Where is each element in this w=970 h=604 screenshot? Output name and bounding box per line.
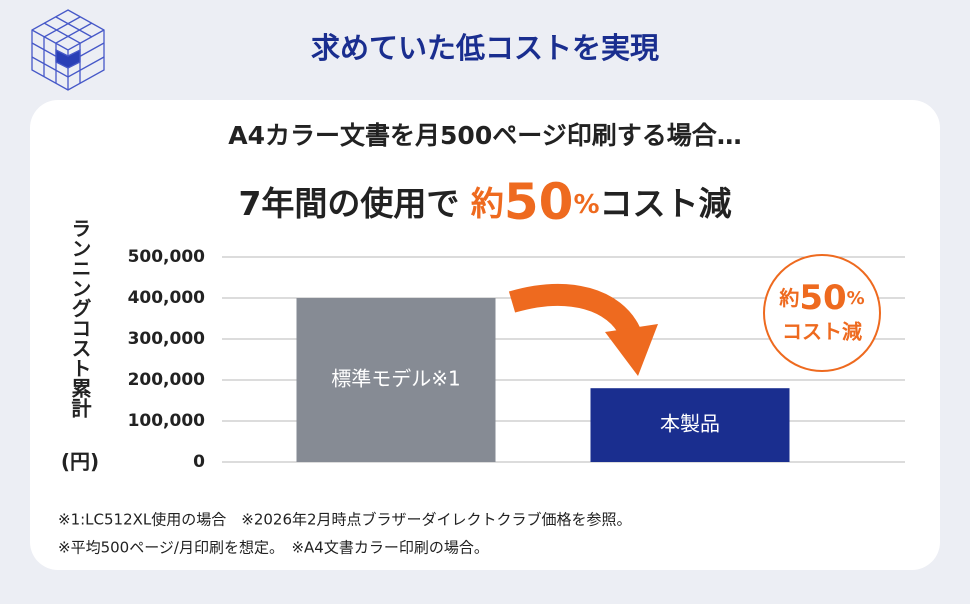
subtitle-part: 7年間の使用で bbox=[238, 184, 470, 223]
y-tick-label: 400,000 bbox=[128, 288, 206, 308]
note: ※1:LC512XL使用の場合 ※2026年2月時点ブラザーダイレクトクラブ価格… bbox=[58, 511, 632, 529]
category-label: 本製品 bbox=[660, 412, 720, 436]
y-tick-label: 500,000 bbox=[128, 247, 206, 267]
badge bbox=[763, 254, 881, 372]
page-title: 求めていた低コストを実現 bbox=[311, 31, 659, 65]
badge-part: % bbox=[847, 288, 865, 309]
y-axis-label: ランニングコスト累計 bbox=[68, 218, 92, 418]
subtitle-part: % bbox=[573, 190, 599, 220]
arrow bbox=[508, 284, 640, 338]
bar bbox=[590, 388, 790, 462]
chart-title: A4カラー文書を月500ページ印刷する場合… bbox=[228, 121, 741, 150]
y-tick-label: 300,000 bbox=[128, 329, 206, 349]
plot: 0 100,000 200,000 300,000 400,000 500,000 標準モデ… bbox=[128, 247, 905, 472]
bar bbox=[296, 298, 496, 462]
subtitle-part: コスト減 bbox=[600, 184, 732, 223]
badge-top: 約50% bbox=[778, 278, 864, 318]
note: ※平均500ページ/月印刷を想定。 ※A4文書カラー印刷の場合。 bbox=[58, 539, 489, 557]
badge-part: 約 bbox=[778, 286, 799, 310]
subtitle-part: 約 bbox=[471, 184, 504, 223]
logo bbox=[31, 9, 105, 91]
badge-part: 50 bbox=[799, 278, 846, 318]
y-tick-label: 100,000 bbox=[128, 411, 206, 431]
arrow-head bbox=[605, 324, 658, 376]
y-axis-unit: (円) bbox=[61, 450, 99, 474]
chart-subtitle: 7年間の使用で 約50%コスト減 bbox=[238, 173, 731, 231]
badge-part: コスト減 bbox=[782, 320, 862, 344]
category-label: 標準モデル※1 bbox=[331, 367, 460, 391]
subtitle-part: 50 bbox=[504, 173, 574, 231]
y-tick-label: 200,000 bbox=[128, 370, 206, 390]
y-tick-label: 0 bbox=[193, 452, 205, 472]
